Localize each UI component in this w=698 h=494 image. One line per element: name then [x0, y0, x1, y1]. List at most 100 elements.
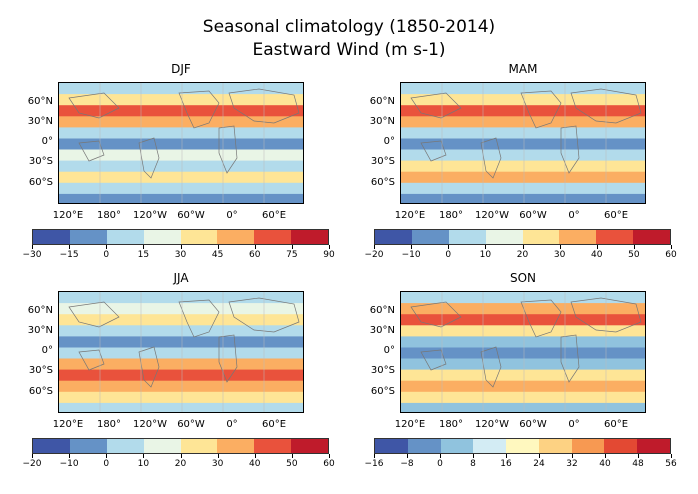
coastline: [560, 125, 580, 174]
colorbar-tick-mark: [374, 245, 375, 249]
colorbar-tick-label: 45: [211, 250, 224, 260]
colorbar-swatch: [106, 439, 144, 453]
colorbar-swatch: [506, 439, 539, 453]
colorbar-tick-label: 90: [323, 250, 335, 260]
colorbar-tick-label: −8: [400, 459, 414, 469]
colorbar-swatch: [411, 230, 449, 244]
colorbar-tick-label: 50: [628, 250, 640, 260]
wind-band: [59, 160, 303, 173]
colorbar-tick-label: −10: [401, 250, 421, 260]
colorbar-tick-mark: [180, 454, 182, 458]
colorbar-swatch: [33, 439, 70, 453]
colorbar-tick-label: 48: [632, 459, 644, 469]
wind-band: [59, 314, 303, 326]
colorbar-tick-mark: [596, 245, 598, 249]
lon-label: 120°E: [52, 210, 84, 221]
lon-label: 180°: [438, 210, 464, 221]
colorbar-tick-label: 50: [286, 459, 298, 469]
lon-label: 120°W: [133, 210, 167, 221]
colorbar-tick-label: 10: [479, 250, 492, 260]
colorbar-swatch: [180, 439, 218, 453]
colorbar-tick-mark: [559, 245, 561, 249]
wind-band: [401, 83, 645, 95]
colorbar-tick-mark: [143, 454, 145, 458]
colorbar-tick-label: 0: [103, 459, 110, 469]
panel-title-mam: MAM: [508, 62, 538, 76]
wind-band: [401, 105, 645, 117]
wind-band: [59, 94, 303, 106]
colorbar-tick-label: 40: [249, 459, 261, 469]
wind-band: [59, 336, 303, 348]
wind-band: [59, 138, 303, 151]
lon-label: 120°W: [475, 419, 509, 430]
panel-title-jja: JJA: [173, 271, 189, 285]
lon-label: 60°E: [603, 419, 629, 430]
lon-label: 120°W: [133, 419, 167, 430]
wind-band: [59, 325, 303, 337]
figure-subtitle: Eastward Wind (m s-1): [252, 40, 446, 60]
wind-band: [401, 369, 645, 382]
colorbar-tick-mark: [69, 454, 71, 458]
colorbar-tick-label: 32: [566, 459, 578, 469]
wind-band: [401, 160, 645, 173]
colorbar-swatch: [143, 230, 181, 244]
colorbar-tick-mark: [32, 454, 33, 458]
panel-title-djf: DJF: [171, 62, 191, 76]
wind-band: [401, 314, 645, 326]
colorbar-tick-label: 75: [286, 250, 298, 260]
lat-label: 30°S: [28, 365, 53, 376]
lon-label: 120°E: [394, 419, 426, 430]
colorbar-tick-mark: [605, 454, 606, 458]
wind-band: [401, 358, 645, 371]
colorbar-swatch: [375, 439, 408, 453]
wind-band: [59, 149, 303, 162]
colorbar-swatch: [440, 439, 474, 453]
panel-title-son: SON: [509, 271, 537, 285]
wind-band: [59, 292, 303, 304]
lat-label: 30°N: [369, 116, 395, 127]
lat-label: 60°N: [369, 305, 395, 316]
colorbar-tick-mark: [217, 454, 219, 458]
wind-band: [59, 83, 303, 95]
colorbar-tick-label: −16: [364, 459, 384, 469]
colorbar-tick-mark: [671, 245, 672, 249]
coastline: [570, 88, 642, 124]
colorbar-tick-mark: [106, 245, 108, 249]
colorbar-tick-label: 8: [470, 459, 476, 469]
wind-band: [59, 105, 303, 117]
colorbar-tick-label: 56: [665, 459, 677, 469]
colorbar-swatch: [143, 439, 181, 453]
colorbar-tick-label: 0: [437, 459, 443, 469]
coastline: [78, 349, 105, 371]
colorbar-tick-mark: [506, 454, 507, 458]
lon-label: 60°W: [177, 210, 205, 221]
wind-band: [401, 402, 645, 412]
wind-band: [401, 127, 645, 139]
colorbar-tick-mark: [254, 454, 256, 458]
colorbar-tick-mark: [407, 454, 408, 458]
lon-label: 120°E: [394, 210, 426, 221]
coastline: [228, 297, 300, 333]
colorbar-tick-mark: [638, 454, 639, 458]
colorbar-tick-label: −10: [59, 459, 79, 469]
colorbar-tick-mark: [374, 454, 375, 458]
colorbar-swatch: [217, 439, 255, 453]
colorbar-tick-label: 60: [249, 250, 261, 260]
colorbar-swatch: [596, 230, 634, 244]
colorbar-tick-label: −20: [22, 459, 42, 469]
colorbar-tick-mark: [69, 245, 71, 249]
colorbar-tick-label: 10: [137, 459, 150, 469]
lat-label: 60°S: [28, 177, 53, 188]
lon-label: 60°W: [519, 419, 547, 430]
wind-band: [59, 369, 303, 382]
colorbar-swatch: [69, 439, 107, 453]
colorbar-tick-label: 20: [516, 250, 529, 260]
colorbar-swatch: [637, 439, 671, 453]
coastline: [178, 299, 220, 338]
lat-label: 0°: [383, 136, 395, 147]
wind-band: [401, 391, 645, 404]
wind-band: [59, 358, 303, 371]
map-mam: [400, 82, 646, 204]
lat-label: 60°N: [27, 305, 53, 316]
colorbar-swatch: [254, 230, 292, 244]
